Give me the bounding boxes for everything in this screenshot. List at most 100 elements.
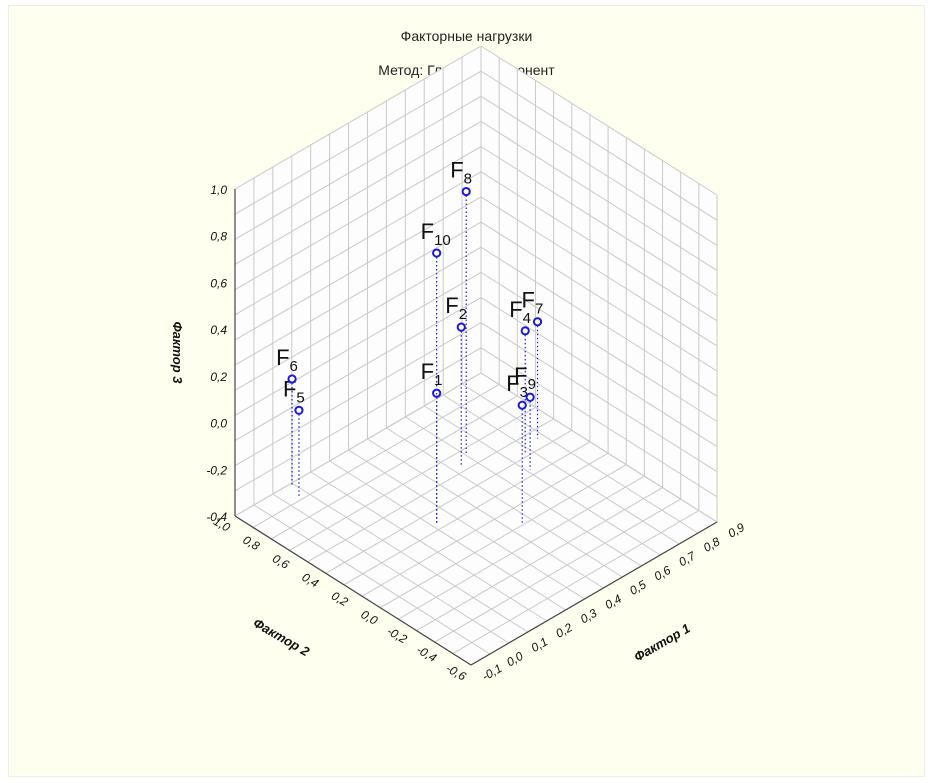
grid-line — [480, 95, 718, 246]
grid-line — [325, 429, 573, 574]
grid-line — [272, 493, 510, 644]
y-tick-label: -0,4 — [414, 643, 439, 666]
point-label-letter: F — [421, 359, 434, 384]
grid-line — [234, 221, 482, 366]
x-tick-label: 0,3 — [578, 606, 600, 627]
grid-line — [461, 383, 699, 534]
point-label: F4 — [509, 297, 531, 327]
grid-line — [480, 121, 718, 271]
y-tick-label: 0,2 — [329, 589, 351, 610]
grid-line — [480, 171, 718, 322]
grid-line — [452, 510, 700, 654]
x-tick-label: 0,7 — [676, 548, 699, 569]
x-axis-title: Фактор 1 — [631, 620, 692, 664]
grid-line — [234, 121, 482, 265]
grid-line — [398, 475, 645, 620]
point-label: F2 — [445, 293, 467, 323]
grid-line — [361, 452, 609, 597]
grid-line — [416, 487, 663, 632]
point-label: F8 — [450, 158, 472, 188]
grid-line — [252, 384, 500, 528]
grid-line — [405, 416, 642, 567]
z-tick-label: 0,0 — [210, 417, 227, 431]
point-label-letter: F — [514, 363, 527, 388]
point-label-letter: F — [522, 288, 535, 313]
point-label-index: 8 — [464, 171, 472, 188]
grid-line — [234, 347, 482, 492]
axis-line — [234, 515, 472, 666]
grid-line — [480, 322, 718, 473]
grid-line — [343, 441, 591, 586]
point-label-letter: F — [450, 158, 463, 183]
grid-line — [480, 196, 718, 347]
grid-line — [234, 322, 482, 467]
grid-line — [234, 372, 482, 517]
grid-line — [234, 297, 482, 441]
grid-line — [480, 246, 718, 397]
z-tick-label: 0,8 — [210, 230, 227, 244]
x-tick-label: 0,4 — [603, 591, 625, 612]
data-point — [456, 322, 466, 332]
chart-title: Факторные нагрузки — [400, 28, 533, 44]
x-tick-label: 0,8 — [701, 534, 723, 555]
x-tick-label: 0,9 — [726, 520, 748, 541]
point-label-index: 4 — [523, 310, 531, 327]
z-tick-label: 0,6 — [210, 276, 227, 290]
grid-line — [480, 70, 718, 221]
data-point — [517, 400, 527, 410]
grid-line — [271, 395, 518, 540]
grid-line — [480, 271, 718, 422]
grid-line — [442, 394, 680, 545]
data-point — [520, 326, 530, 336]
point-label: F7 — [522, 288, 544, 318]
y-tick-label: -0,2 — [385, 624, 410, 647]
x-tick-label: 0,1 — [529, 635, 550, 655]
grid-line — [480, 372, 718, 523]
point-label-index: 3 — [520, 384, 528, 401]
x-tick-label: 0,5 — [627, 577, 649, 598]
y-tick-label: 0,6 — [270, 551, 292, 572]
z-tick-label: 1,0 — [210, 183, 227, 197]
grid-line — [367, 438, 604, 589]
point-label-index: 5 — [296, 389, 304, 406]
z-tick-label: -0,2 — [206, 463, 227, 477]
grid-line — [234, 171, 482, 316]
x-tick-label: 0,2 — [553, 620, 575, 641]
x-tick-label: 0,0 — [504, 649, 526, 670]
grid-line — [423, 405, 661, 556]
point-label-index: 6 — [290, 358, 298, 375]
grid-line — [234, 246, 482, 391]
back-wall-x — [481, 46, 717, 522]
y-tick-label: 0,0 — [359, 607, 381, 628]
axis-line — [470, 521, 718, 666]
y-axis-title: Фактор 2 — [251, 615, 313, 659]
point-label-letter: F — [421, 219, 434, 244]
grid-line — [234, 146, 482, 291]
x-tick-label: 0,6 — [652, 563, 674, 584]
grid-line — [291, 482, 529, 633]
y-tick-label: 0,8 — [241, 533, 263, 554]
point-label: F9 — [514, 363, 536, 393]
point-label: F3 — [506, 371, 528, 401]
point-label-index: 7 — [535, 301, 543, 318]
grid-line — [329, 460, 566, 611]
grid-line — [234, 196, 482, 341]
grid-line — [379, 464, 627, 609]
grid-line — [348, 449, 585, 600]
data-point — [287, 374, 297, 384]
z-tick-label: 0,4 — [210, 323, 227, 337]
point-label-letter: F — [506, 371, 519, 396]
data-point — [461, 186, 471, 197]
point-label-letter: F — [445, 293, 458, 318]
back-wall-y — [235, 46, 481, 516]
grid-line — [307, 418, 554, 563]
y-tick-label: -0,6 — [444, 661, 469, 684]
point-label-letter: F — [276, 345, 289, 370]
data-point — [525, 392, 535, 402]
grid-line — [480, 347, 718, 498]
grid-line — [434, 498, 681, 643]
grid-line — [480, 146, 718, 297]
grid-line — [310, 471, 547, 622]
data-point — [532, 317, 543, 327]
